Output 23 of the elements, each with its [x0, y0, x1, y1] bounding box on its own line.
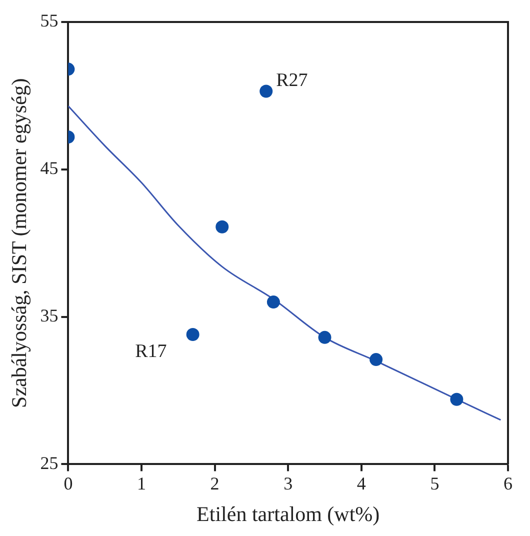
- annotation: R27: [276, 70, 308, 91]
- line-series: [68, 105, 502, 421]
- x-tick-label: 0: [64, 474, 73, 494]
- point: [186, 328, 200, 341]
- x-axis-title: Etilén tartalom (wt%): [196, 502, 380, 526]
- point: [260, 84, 273, 98]
- point: [216, 220, 229, 234]
- x-tick-label: 1: [137, 474, 146, 494]
- annotation: R17: [135, 340, 167, 362]
- point: [266, 296, 280, 309]
- point: [450, 392, 464, 406]
- x-tick-label: 5: [430, 474, 440, 494]
- point: [318, 330, 332, 344]
- y-tick-label: 25: [40, 452, 58, 473]
- point: [370, 353, 383, 366]
- x-tick-label: 6: [504, 474, 512, 494]
- y-tick-label: 35: [40, 306, 58, 326]
- y-tick-label: 45: [40, 158, 58, 178]
- x-tick-label: 4: [356, 474, 366, 494]
- y-axis-title: Szabályosság, SIST (monomer egység): [7, 78, 32, 408]
- x-tick-label: 3: [284, 474, 293, 494]
- x-tick-label: 2: [210, 474, 220, 494]
- y-tick-label: 55: [40, 10, 58, 31]
